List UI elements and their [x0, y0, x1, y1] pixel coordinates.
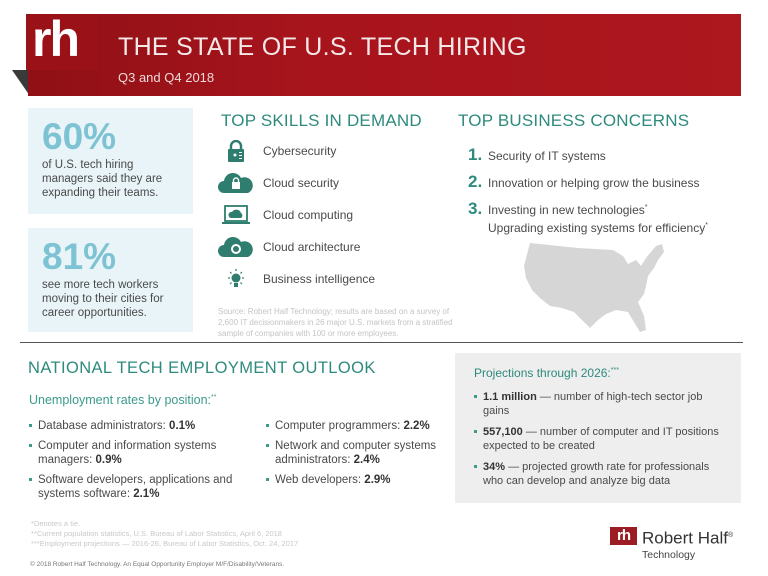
- header-banner: [28, 14, 741, 96]
- projection-text: — number of high-tech sector job gains: [483, 391, 703, 417]
- concern-item: 3. Investing in new technologies* Upgrad…: [468, 199, 708, 236]
- projection-value: 34%: [483, 461, 506, 473]
- unemployment-item: Web developers: 2.9%: [266, 473, 451, 487]
- projection-item: 1.1 million — number of high-tech sector…: [474, 390, 725, 418]
- concern-text: Innovation or helping grow the business: [488, 176, 700, 190]
- unemployment-item: Computer and information systems manager…: [29, 439, 239, 467]
- unemployment-item: Database administrators: 0.1%: [29, 419, 239, 433]
- skill-item: Business intelligence: [218, 267, 375, 291]
- unemployment-item: Computer programmers: 2.2%: [266, 419, 451, 433]
- rh-logo-text: rh: [32, 11, 80, 67]
- skill-label: Business intelligence: [263, 272, 376, 286]
- skill-item: Cloud computing: [218, 203, 353, 227]
- footnotes: *Denotes a tie. **Current population sta…: [31, 519, 298, 549]
- stat-box-expanding: 60% of U.S. tech hiring managers said th…: [28, 108, 193, 214]
- brand-name-text: Robert Half: [642, 528, 728, 548]
- projection-value: 1.1 million: [483, 391, 537, 403]
- concern-text-group: Investing in new technologies* Upgrading…: [488, 200, 708, 236]
- projection-text: — number of computer and IT positions ex…: [483, 426, 719, 452]
- laptop-cloud-icon: [218, 203, 254, 227]
- stat-value: 60%: [42, 116, 117, 157]
- projections-heading-text: Projections through 2026:: [474, 366, 611, 380]
- skill-item: Cybersecurity: [218, 139, 336, 163]
- brand-name: Robert Half®: [642, 527, 733, 548]
- section-divider: [20, 342, 743, 343]
- outlook-heading: NATIONAL TECH EMPLOYMENT OUTLOOK: [28, 359, 376, 377]
- footnote: *Denotes a tie.: [31, 519, 81, 528]
- position-label: Network and computer systems administrat…: [275, 440, 437, 466]
- stat-description: of U.S. tech hiring managers said they a…: [42, 159, 163, 199]
- footnote: ***Employment projections — 2016-26, Bur…: [31, 539, 299, 548]
- page-title: THE STATE OF U.S. TECH HIRING: [118, 33, 527, 61]
- concern-number: 2.: [468, 172, 483, 191]
- rate-value: 0.9%: [95, 454, 122, 466]
- position-label: Computer programmers:: [275, 420, 404, 432]
- projection-text: — projected growth rate for professional…: [483, 461, 710, 487]
- unemployment-list-left: Database administrators: 0.1% Computer a…: [29, 419, 239, 507]
- source-note: Source: Robert Half Technology; results …: [218, 307, 453, 338]
- concern-number: 3.: [468, 199, 483, 218]
- skill-label: Cloud computing: [263, 208, 354, 222]
- cloud-gear-icon: [218, 235, 254, 259]
- projections-heading: Projections through 2026:***: [474, 366, 725, 380]
- concern-text: Security of IT systems: [488, 149, 606, 163]
- lightbulb-icon: [218, 267, 254, 291]
- copyright: © 2018 Robert Half Technology. An Equal …: [30, 561, 285, 568]
- skills-heading: TOP SKILLS IN DEMAND: [221, 111, 422, 130]
- rate-value: 2.1%: [133, 488, 160, 500]
- unemployment-heading-text: Unemployment rates by position:: [29, 393, 212, 407]
- concern-item: 2. Innovation or helping grow the busine…: [468, 172, 699, 192]
- concerns-heading: TOP BUSINESS CONCERNS: [458, 111, 690, 130]
- position-label: Computer and information systems manager…: [38, 440, 217, 466]
- unemployment-item: Network and computer systems administrat…: [266, 439, 451, 467]
- concern-text: Investing in new technologies: [488, 203, 645, 217]
- stat-description: see more tech workers moving to their ci…: [42, 279, 164, 319]
- padlock-icon: [218, 139, 254, 163]
- position-label: Database administrators:: [38, 420, 170, 432]
- skill-item: Cloud security: [218, 171, 339, 195]
- banner-fold: [12, 70, 30, 96]
- projections-box: Projections through 2026:*** 1.1 million…: [455, 353, 741, 503]
- registered-mark: ®: [727, 532, 734, 539]
- rate-value: 2.2%: [403, 420, 430, 432]
- stat-box-relocating: 81% see more tech workers moving to thei…: [28, 228, 193, 332]
- cloud-lock-icon: [218, 171, 254, 195]
- skill-item: Cloud architecture: [218, 235, 360, 259]
- stat-value: 81%: [42, 236, 117, 277]
- unemployment-list-right: Computer programmers: 2.2% Network and c…: [266, 419, 451, 493]
- skill-label: Cybersecurity: [263, 144, 337, 158]
- brand-text: Robert Half® Technology: [642, 527, 733, 561]
- rate-value: 2.9%: [364, 474, 391, 486]
- us-map-icon: [518, 238, 668, 343]
- projection-item: 34% — projected growth rate for professi…: [474, 460, 725, 488]
- brand-sub: Technology: [642, 548, 696, 561]
- position-label: Web developers:: [275, 474, 365, 486]
- position-label: Software developers, applications and sy…: [38, 474, 233, 500]
- tie-mark: *: [705, 222, 708, 229]
- rh-logo: rh: [26, 11, 98, 70]
- skill-label: Cloud architecture: [263, 240, 361, 254]
- unemployment-heading: Unemployment rates by position:**: [29, 393, 216, 407]
- page-subtitle: Q3 and Q4 2018: [118, 70, 215, 85]
- unemployment-item: Software developers, applications and sy…: [29, 473, 239, 501]
- tie-mark: *: [644, 204, 648, 211]
- projection-item: 557,100 — number of computer and IT posi…: [474, 425, 725, 453]
- footnote-mark: **: [211, 393, 217, 401]
- footnote: **Current population statistics, U.S. Bu…: [31, 529, 282, 538]
- concern-number: 1.: [468, 145, 483, 164]
- rate-value: 0.1%: [169, 420, 196, 432]
- concern-text: Upgrading existing systems for efficienc…: [488, 221, 706, 235]
- skill-label: Cloud security: [263, 176, 340, 190]
- projection-value: 557,100: [483, 426, 523, 438]
- rate-value: 2.4%: [353, 454, 380, 466]
- footnote-mark: ***: [610, 367, 619, 374]
- concern-item: 1. Security of IT systems: [468, 145, 606, 165]
- brand-mark: rh: [610, 527, 637, 545]
- robert-half-logo: rh Robert Half® Technology: [610, 527, 733, 561]
